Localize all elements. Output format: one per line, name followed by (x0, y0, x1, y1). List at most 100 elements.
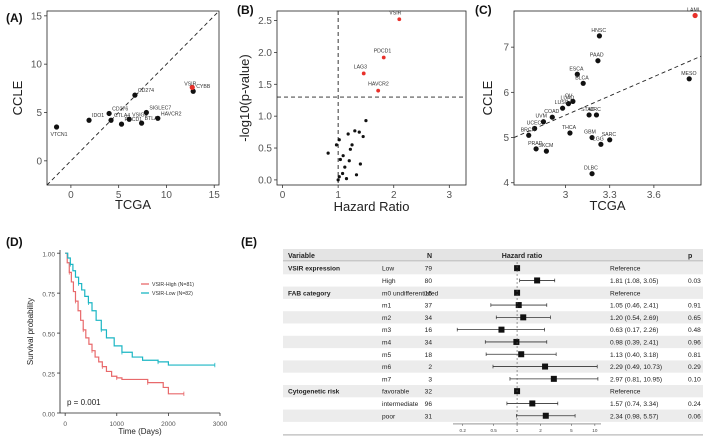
row-level: m0 undifferentiated (382, 290, 439, 297)
hr-marker (534, 277, 541, 284)
point-brca (526, 132, 532, 138)
row-level: Low (382, 266, 394, 273)
point-laml (692, 12, 698, 19)
header-hazard-ratio: Hazard ratio (502, 253, 542, 260)
point (347, 159, 351, 163)
point-label: HAVCR2 (161, 111, 182, 117)
panel-b-frame (276, 10, 467, 186)
point-havcr2 (155, 115, 161, 121)
point (346, 132, 350, 136)
point (337, 175, 341, 179)
point-label: OV (565, 93, 573, 99)
y-tick-label: 5 (503, 133, 509, 144)
km-curve-high (65, 252, 184, 395)
row-p: 0.91 (688, 303, 701, 310)
hr-marker (515, 302, 522, 309)
row-shade (283, 409, 703, 422)
y-axis-label: CCLE (10, 80, 25, 115)
point-hnsc (596, 33, 603, 39)
point (348, 147, 352, 151)
row-shade (283, 385, 703, 398)
y-tick-label: 1.00 (42, 252, 55, 259)
point-label: SIGLEC7 (149, 106, 171, 112)
point-uvm (540, 119, 547, 125)
forest-table: Variable N Hazard ratio p VSIR expression Low… (283, 249, 703, 436)
point (340, 171, 345, 176)
panel-a-frame (46, 10, 220, 186)
forest-x-tick-label: 1 (516, 428, 519, 433)
row-hr-text: Reference (610, 389, 641, 396)
point-label: LAML (687, 8, 701, 14)
point-skcm (543, 148, 549, 154)
row-hr-text: 1.05 (0.46, 2.41) (610, 303, 658, 310)
hr-marker (529, 400, 536, 407)
y-tick-label: 2.0 (258, 48, 272, 59)
y-tick-label: 4 (503, 178, 509, 189)
point-dlbc (589, 171, 595, 177)
x-axis-label: Hazard Ratio (334, 199, 410, 214)
row-variable: Cytogenetic risk (288, 389, 340, 396)
y-tick-label: 2.5 (258, 16, 272, 27)
point-prad (533, 146, 539, 152)
x-tick-label: 0 (63, 421, 67, 428)
row-level: m2 (382, 315, 391, 322)
point-lusc (559, 105, 566, 111)
x-tick-label: 3.6 (647, 190, 661, 201)
hr-marker (542, 412, 549, 419)
row-n: 80 (425, 278, 433, 285)
point (350, 143, 354, 147)
row-variable: VSIR expression (288, 266, 340, 273)
forest-x-tick-label: 0.5 (490, 428, 497, 433)
row-level: m7 (382, 376, 391, 383)
p-value-annotation: p = 0.001 (67, 398, 101, 407)
point-siglec7 (143, 109, 149, 116)
point-label: UVM (535, 114, 547, 120)
point-label: CD274 (138, 88, 154, 94)
point-label: GBM (584, 130, 596, 136)
hr-marker (520, 314, 527, 321)
point-thca (567, 130, 573, 136)
point-ctla4 (108, 117, 114, 123)
point-ov (570, 98, 576, 104)
point-label: HAVCR2 (368, 82, 389, 88)
x-tick-label: 2000 (161, 421, 176, 428)
point-havcr2 (376, 88, 381, 93)
x-tick-label: 2 (391, 190, 397, 201)
row-p: 0.06 (688, 413, 701, 420)
row-n: 34 (425, 339, 433, 346)
row-hr-text: 1.13 (0.40, 3.18) (610, 352, 658, 359)
point-paad (595, 58, 601, 64)
row-n: 96 (425, 401, 433, 408)
point-label: SARC (602, 132, 617, 138)
row-p: 0.48 (688, 327, 701, 334)
point (326, 151, 330, 155)
row-level: poor (382, 413, 396, 420)
panel-label: (B) (237, 3, 254, 17)
table-header-bg (283, 249, 703, 261)
y-tick-label: 1.5 (258, 80, 272, 91)
point-label: HNSC (591, 28, 606, 34)
row-hr-text: Reference (610, 266, 641, 273)
row-hr-text: 2.97 (0.81, 10.95) (610, 376, 662, 383)
panel-label: (C) (475, 3, 492, 17)
point (337, 138, 341, 142)
y-axis-label: CCLE (480, 80, 495, 115)
point-label: CYBB (196, 84, 211, 90)
forest-x-tick-label: 2 (539, 428, 542, 433)
point-label: IDO1 (92, 113, 104, 119)
point-cd274 (132, 92, 138, 98)
hr-marker (513, 338, 520, 345)
row-level: favorable (382, 389, 409, 396)
point-lag3 (361, 71, 366, 76)
y-tick-label: 0 (36, 156, 42, 167)
point-ido1 (86, 117, 92, 123)
row-n: 34 (425, 315, 433, 322)
panel-label: (A) (6, 11, 23, 25)
point-pdcd1 (381, 55, 386, 60)
x-axis-label: TCGA (589, 198, 625, 213)
point-vtcn1 (53, 124, 60, 130)
point-label: PDCD1 (374, 49, 392, 55)
point (361, 134, 365, 139)
row-p: 0.29 (688, 364, 701, 371)
